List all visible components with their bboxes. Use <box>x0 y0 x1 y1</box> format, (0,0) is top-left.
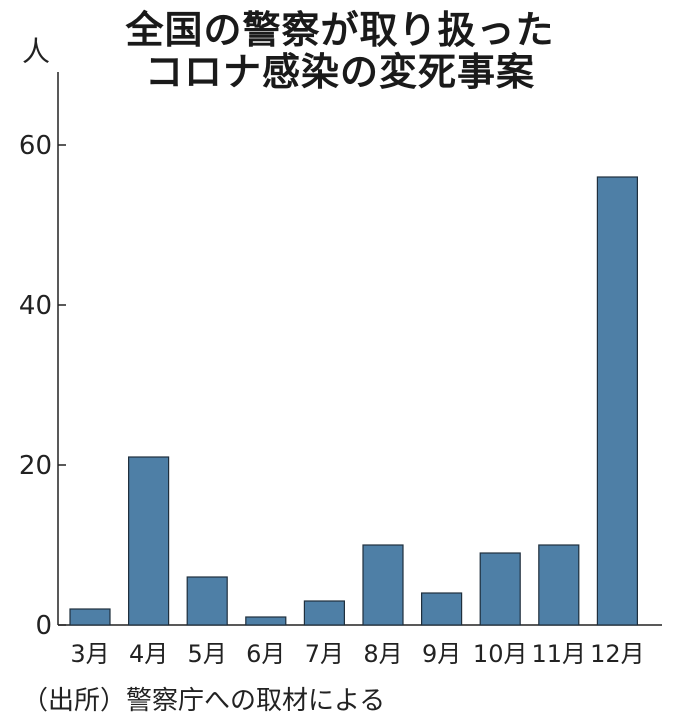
chart-title-line1: 全国の警察が取り扱った <box>125 8 555 52</box>
bar-3 <box>186 576 228 626</box>
bar-7 <box>421 592 463 626</box>
x-tick-label: 8月 <box>363 640 402 668</box>
bar-1 <box>69 608 111 626</box>
bar-9 <box>538 544 580 626</box>
x-tick-label: 11月 <box>532 640 587 668</box>
x-tick-label: 10月 <box>473 640 528 668</box>
y-tick-label: 20 <box>19 451 52 481</box>
labels: 0 20 40 60 3月 4月 5月 6月 7月 8月 9月 10月 11月 12月 <box>19 131 645 668</box>
source-note: （出所）警察庁への取材による <box>22 686 386 716</box>
x-tick-label: 7月 <box>305 640 344 668</box>
bars <box>69 176 639 626</box>
x-tick-label: 3月 <box>70 640 109 668</box>
x-tick-label: 9月 <box>422 640 461 668</box>
bar-5 <box>303 600 345 626</box>
bar-2 <box>128 456 170 626</box>
y-tick-label: 0 <box>35 611 52 641</box>
x-tick-label: 4月 <box>129 640 168 668</box>
bar-chart: 0 20 40 60 3月 4月 5月 6月 7月 8月 9月 10月 11月 12月 <box>19 72 662 668</box>
bar-4 <box>245 616 287 626</box>
y-tick-label: 40 <box>19 291 52 321</box>
bar-6 <box>362 544 404 626</box>
bar-8 <box>479 552 521 626</box>
y-axis-unit-label: 人 <box>22 35 51 68</box>
x-tick-label: 12月 <box>590 640 645 668</box>
x-tick-label: 5月 <box>188 640 227 668</box>
chart-title-line2: コロナ感染の変死事案 <box>144 50 535 94</box>
x-tick-label: 6月 <box>246 640 285 668</box>
bar-10 <box>596 176 639 626</box>
y-tick-label: 60 <box>19 131 52 161</box>
